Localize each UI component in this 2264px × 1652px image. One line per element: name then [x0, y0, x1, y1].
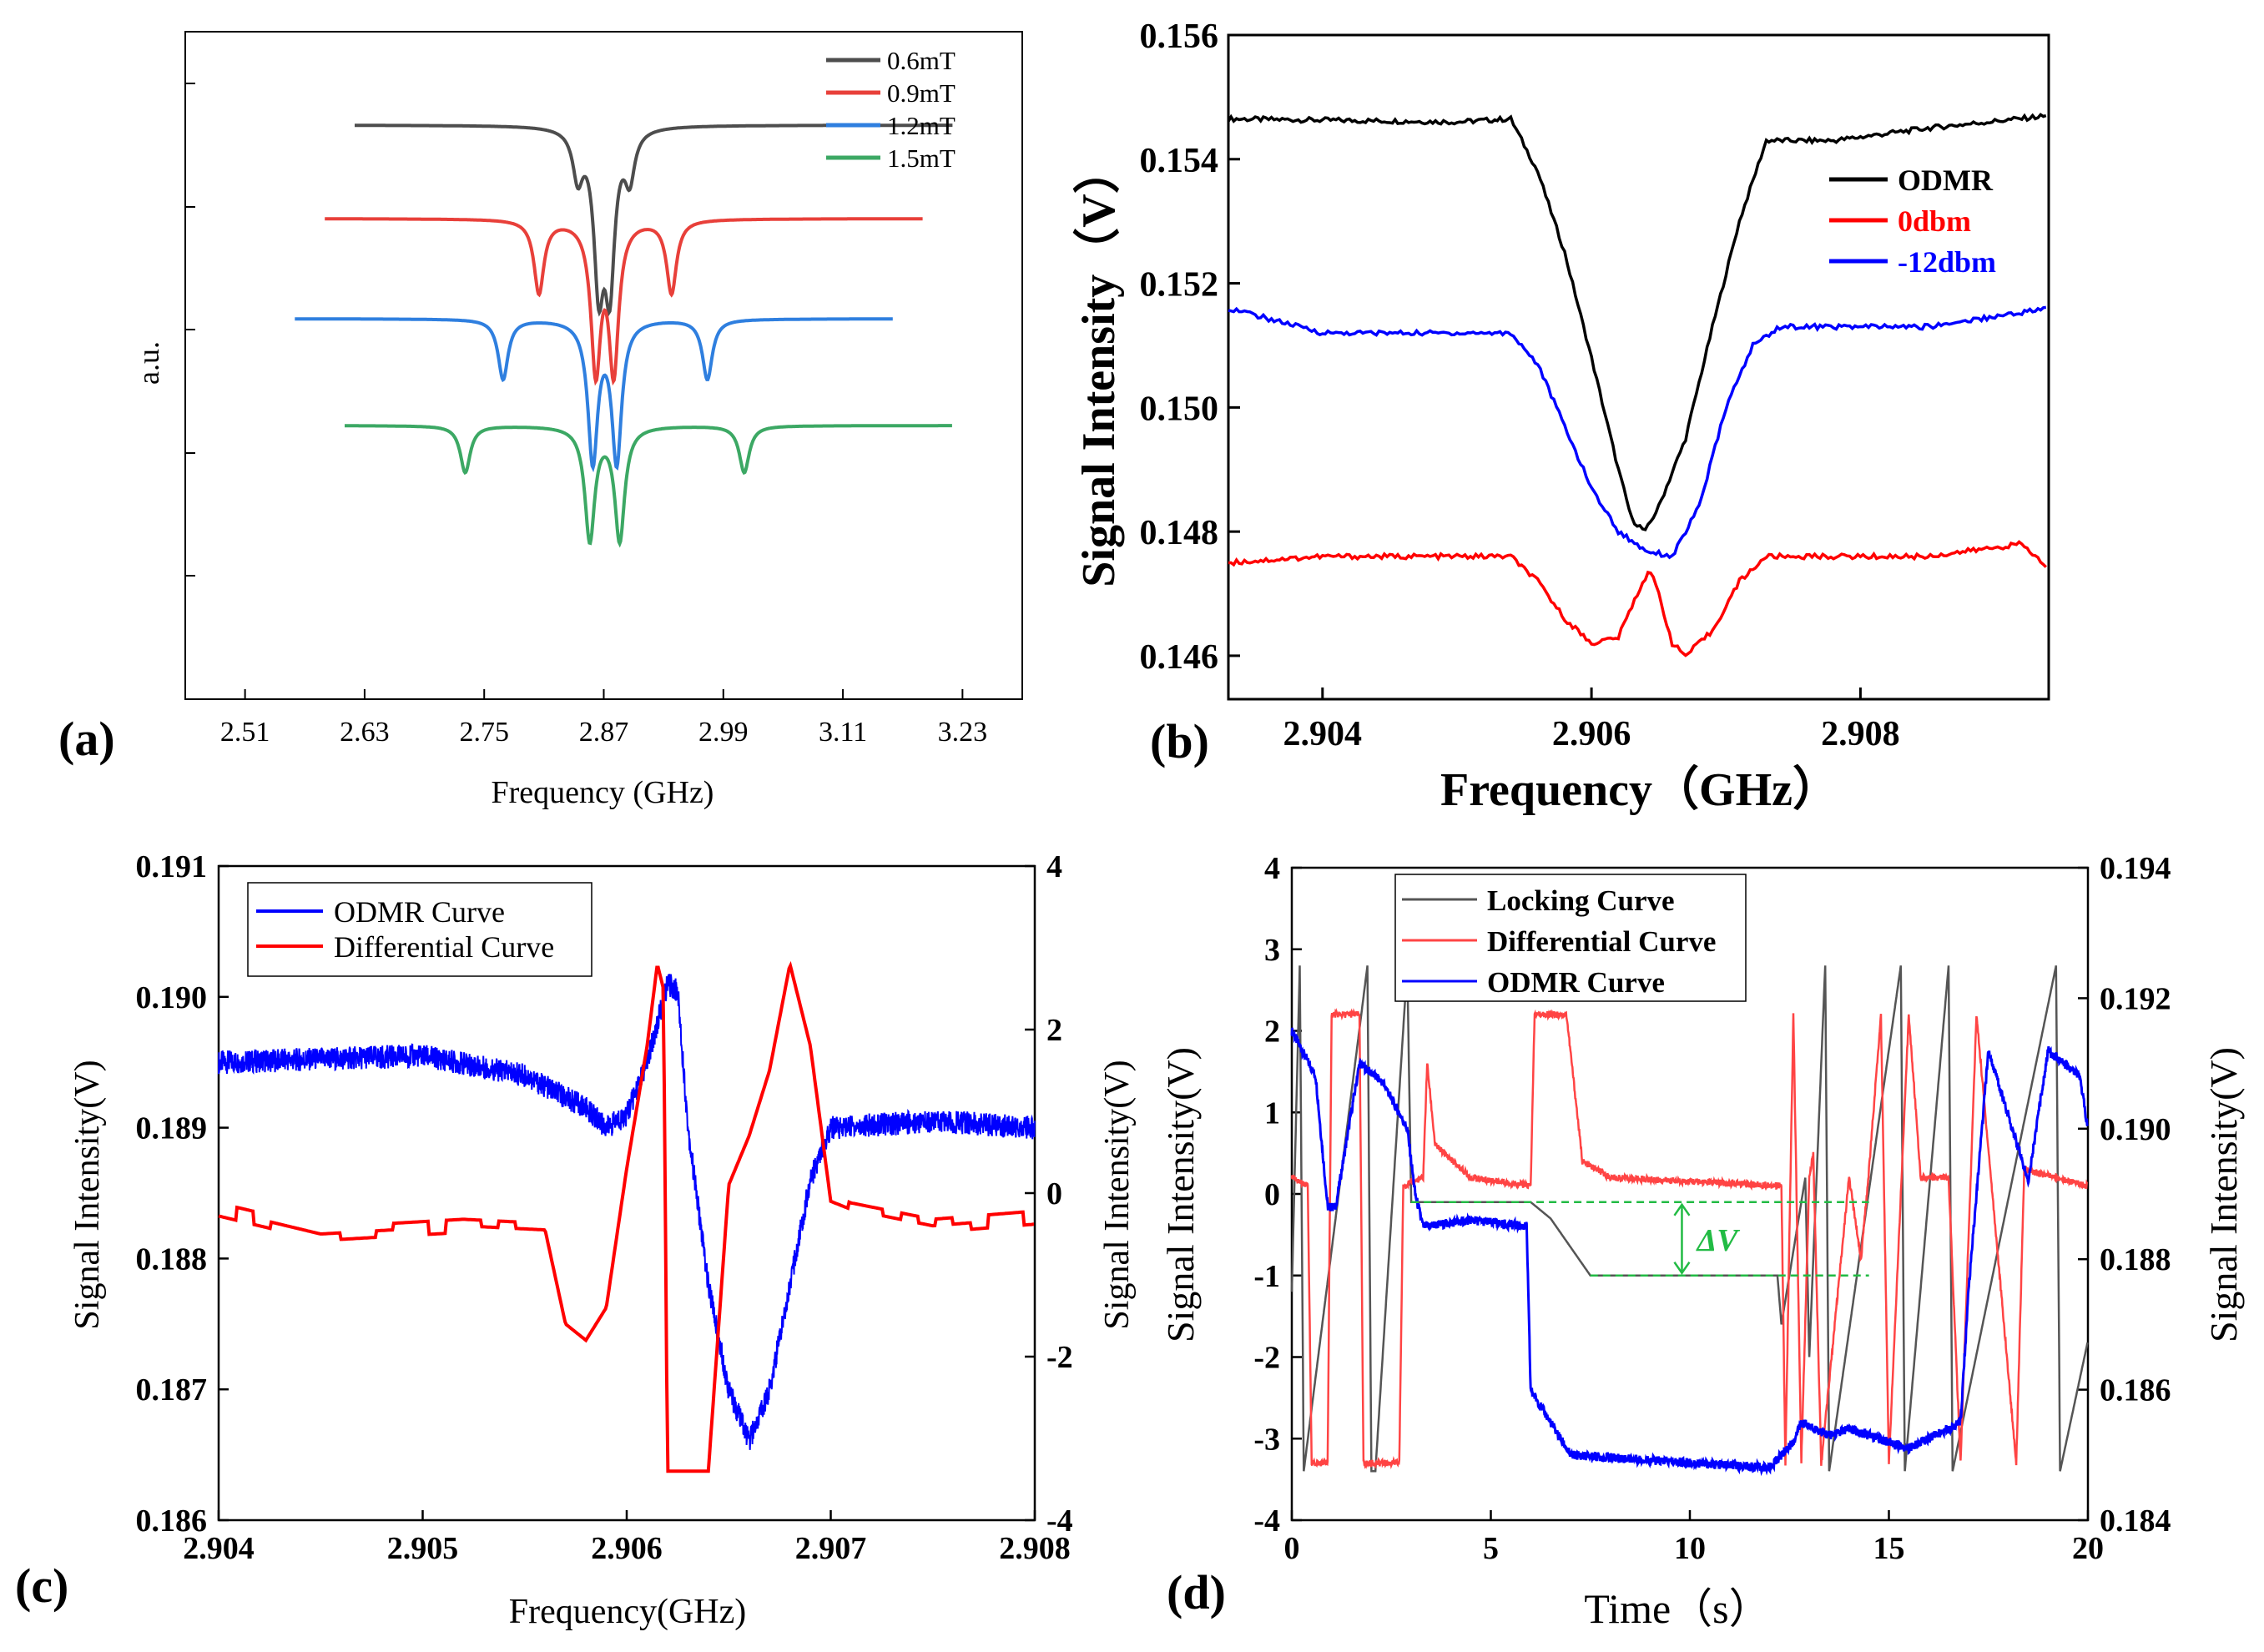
panel-d-arrow-head-up — [1673, 1202, 1691, 1216]
panel-c-legend-box — [247, 882, 592, 977]
panel-d-y2label: Signal Intensity(V) — [2202, 1047, 2245, 1342]
panel-c-y-tick-label: 0.186 — [136, 1503, 208, 1539]
panel-d-y2-tick-label: 0.186 — [2100, 1373, 2171, 1408]
panel-b-x-tick-label: 2.904 — [1283, 715, 1363, 753]
panel-b-x-tick-label: 2.908 — [1821, 715, 1900, 753]
panel-b-y-tick-label: 0.150 — [1140, 390, 1219, 428]
panel-b-x-tick-label: 2.906 — [1552, 715, 1631, 753]
panel-c-y2-tick-label: 2 — [1046, 1013, 1062, 1048]
panel-d-x-tick-label: 20 — [2072, 1531, 2104, 1566]
panel-d-series-line — [1290, 1027, 2089, 1477]
panel-c-legend-label: ODMR Curve — [334, 895, 505, 929]
panel-a-x-tick-label: 2.75 — [459, 717, 509, 748]
panel-b-series-line — [1227, 113, 2047, 531]
panel-c-y2-tick-label: -2 — [1046, 1340, 1073, 1375]
panel-d-y-tick-label: 3 — [1264, 933, 1280, 968]
panel-b-series-line — [1228, 305, 2047, 560]
panel-a-label: (a) — [58, 712, 115, 766]
panel-d-label: (d) — [1167, 1565, 1226, 1619]
panel-d-y-tick-label: 4 — [1264, 851, 1280, 886]
panel-c-y-tick-label: 0.189 — [136, 1111, 208, 1146]
panel-d-xlabel: Time（s） — [1584, 1585, 1770, 1632]
panel-d-y-tick-label: -2 — [1253, 1341, 1280, 1376]
panel-a-x-tick-label: 3.11 — [819, 717, 867, 748]
panel-c-x-tick-label: 2.905 — [387, 1531, 459, 1566]
panel-a-legend-label: 1.2mT — [887, 111, 956, 140]
panel-c-y-tick-label: 0.191 — [136, 849, 208, 884]
panel-a-legend-label: 1.5mT — [887, 144, 956, 173]
panel-a-series-line — [295, 317, 893, 473]
panel-c-x-tick-label: 2.908 — [999, 1531, 1071, 1566]
panel-a-x-tick-label: 2.63 — [340, 717, 390, 748]
panel-d-series-line — [1290, 965, 2089, 1473]
panel-a-series-line — [345, 424, 952, 548]
panel-c-xlabel: Frequency(GHz) — [509, 1593, 747, 1631]
panel-c-y-tick-label: 0.187 — [136, 1372, 208, 1408]
panel-b-y-tick-label: 0.148 — [1140, 514, 1219, 552]
panel-d-series-line — [1290, 1008, 2089, 1470]
panel-c-y2-tick-label: 4 — [1046, 849, 1062, 884]
panel-a: 2.51 2.63 2.75 2.87 2.99 3.11 3.23 Frequency (G… — [58, 31, 1023, 810]
panel-c-odmr-line — [218, 974, 1036, 1450]
panel-c-y-tick-label: 0.188 — [136, 1242, 208, 1277]
panel-d-y-tick-label: 2 — [1264, 1015, 1280, 1050]
panel-a-xlabel: Frequency (GHz) — [492, 775, 714, 810]
panel-b-xlabel: Frequency（GHz） — [1440, 763, 1839, 816]
panel-c-y2label: Signal Intensity(V) — [1098, 1060, 1137, 1329]
panel-b-series-line — [1228, 540, 2048, 657]
panel-b-y-tick-label: 0.154 — [1140, 142, 1219, 180]
panel-c-x-tick-label: 2.907 — [795, 1531, 867, 1566]
panel-b-y-tick-label: 0.152 — [1140, 266, 1219, 305]
panel-d-legend-label: Locking Curve — [1487, 884, 1675, 917]
panel-d-y2-tick-label: 0.194 — [2100, 851, 2171, 886]
panel-d-ylabel: Signal Intensity(V) — [1159, 1047, 1202, 1342]
panel-d-y-tick-label: -1 — [1253, 1259, 1280, 1294]
panel-a-x-tick-label: 2.51 — [220, 717, 270, 748]
panel-b-legend-label: 0dbm — [1898, 204, 1971, 238]
panel-b-y-tick-label: 0.146 — [1140, 638, 1219, 677]
panel-a-legend-label: 0.9mT — [887, 78, 956, 108]
panel-d-y2-tick-label: 0.188 — [2100, 1242, 2171, 1277]
panel-d-x-tick-label: 10 — [1674, 1531, 1706, 1566]
panel-d-arrow-head-down — [1673, 1262, 1691, 1275]
panel-b-label: (b) — [1150, 714, 1209, 768]
panel-c: 2.904 2.905 2.906 2.907 2.908 0.186 0.187 0.188… — [15, 849, 1137, 1631]
panel-b: 2.904 2.906 2.908 0.146 0.148 0.150 0.152 0.154… — [1072, 18, 2050, 816]
panel-c-y-tick-label: 0.190 — [136, 980, 208, 1015]
panel-d-x-tick-label: 15 — [1873, 1531, 1905, 1566]
panel-d: 0 5 10 15 20 -4 -3 -2 -1 0 1 2 3 4 0.184 0.186 0.188 0.19… — [1159, 851, 2245, 1632]
panel-a-series-line — [325, 217, 923, 386]
panel-b-ylabel: Signal Intensity（V） — [1072, 147, 1125, 587]
panel-c-legend-label: Differential Curve — [334, 930, 554, 964]
panel-b-legend-label: -12dbm — [1898, 245, 1996, 279]
panel-d-y2-tick-label: 0.184 — [2100, 1503, 2171, 1539]
panel-d-y-tick-label: -3 — [1253, 1422, 1280, 1457]
panel-d-x-tick-label: 5 — [1483, 1531, 1499, 1566]
panel-a-x-tick-label: 2.99 — [698, 717, 749, 748]
panel-b-legend-label: ODMR — [1898, 164, 1994, 197]
panel-b-y-tick-label: 0.156 — [1140, 18, 1219, 56]
panel-d-y-tick-label: 1 — [1264, 1095, 1280, 1131]
panel-d-legend-label: ODMR Curve — [1487, 966, 1665, 999]
panel-b-frame — [1227, 33, 2050, 701]
panel-d-y2-tick-label: 0.190 — [2100, 1112, 2171, 1147]
panel-c-diff-line — [218, 960, 1035, 1473]
panel-c-label: (c) — [15, 1559, 68, 1613]
panel-d-y2-tick-label: 0.192 — [2100, 981, 2171, 1016]
panel-d-y-tick-label: -4 — [1253, 1503, 1280, 1539]
panel-a-x-tick-label: 3.23 — [938, 717, 988, 748]
panel-c-y2-tick-label: 0 — [1046, 1176, 1062, 1211]
panel-d-y-tick-label: 0 — [1264, 1177, 1280, 1212]
panel-d-x-tick-label: 0 — [1284, 1531, 1300, 1566]
panel-a-x-tick-label: 2.87 — [579, 717, 629, 748]
panel-a-legend-label: 0.6mT — [887, 46, 956, 75]
panel-c-x-tick-label: 2.906 — [591, 1531, 663, 1566]
panel-a-ylabel: a.u. — [132, 341, 165, 385]
panel-c-y2-tick-label: -4 — [1046, 1503, 1073, 1539]
panel-c-x-tick-label: 2.904 — [183, 1531, 255, 1566]
panel-d-legend-label: Differential Curve — [1487, 925, 1716, 958]
panel-c-ylabel: Signal Intensity(V) — [68, 1060, 107, 1329]
panel-d-delta-v-label: ΔV — [1695, 1223, 1740, 1258]
